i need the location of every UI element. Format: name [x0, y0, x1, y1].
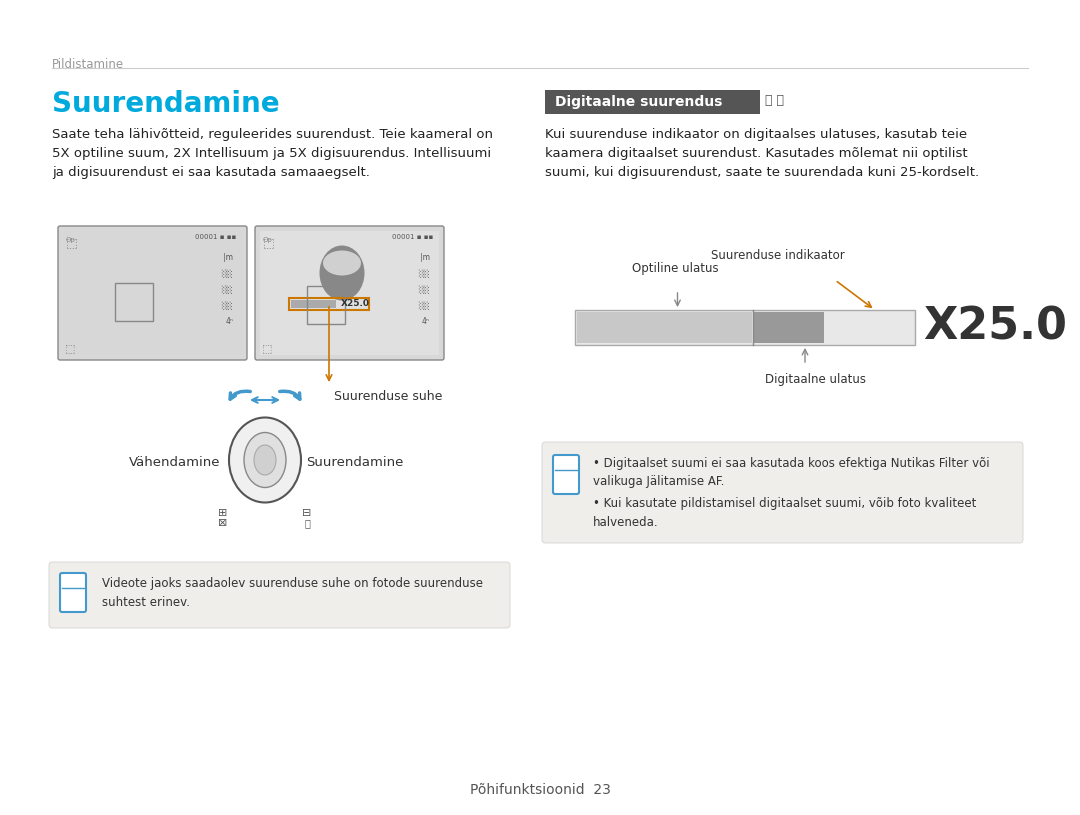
Text: 4ⁿ: 4ⁿ — [422, 317, 430, 326]
Text: Saate teha lähivõtteid, reguleerides suurendust. Teie kaameral on
5X optiline su: Saate teha lähivõtteid, reguleerides suu… — [52, 128, 492, 179]
Bar — [575, 310, 915, 345]
Text: Optiline ulatus: Optiline ulatus — [633, 262, 719, 275]
Text: Suurendamine: Suurendamine — [52, 90, 280, 118]
Text: |m: |m — [420, 253, 430, 262]
Text: 00001 ▪ ▪▪: 00001 ▪ ▪▪ — [392, 234, 433, 240]
FancyBboxPatch shape — [553, 455, 579, 494]
Text: X25.0: X25.0 — [341, 299, 370, 308]
Text: ⊟: ⊟ — [302, 508, 312, 518]
Text: Põhifunktsioonid  23: Põhifunktsioonid 23 — [470, 783, 610, 797]
Ellipse shape — [320, 245, 365, 301]
Bar — [291, 300, 336, 308]
Ellipse shape — [244, 433, 286, 487]
Text: ⊠: ⊠ — [218, 518, 228, 528]
Bar — [114, 283, 153, 321]
Text: Kui suurenduse indikaator on digitaalses ulatuses, kasutab teie
kaamera digitaal: Kui suurenduse indikaator on digitaalses… — [545, 128, 980, 179]
Text: X25.0: X25.0 — [923, 306, 1067, 349]
Ellipse shape — [254, 445, 276, 475]
Ellipse shape — [229, 417, 301, 503]
Text: Suurenduse indikaator: Suurenduse indikaator — [712, 249, 845, 262]
Text: Op: Op — [264, 237, 273, 243]
FancyBboxPatch shape — [49, 562, 510, 628]
Text: ⬚: ⬚ — [264, 236, 274, 249]
Text: ⊞: ⊞ — [218, 508, 228, 518]
FancyBboxPatch shape — [58, 226, 247, 360]
Text: • Kui kasutate pildistamisel digitaalset suumi, võib foto kvaliteet
halveneda.: • Kui kasutate pildistamisel digitaalset… — [593, 497, 976, 528]
Text: ░░: ░░ — [221, 269, 233, 278]
Text: ⬚: ⬚ — [262, 343, 272, 353]
Text: ░░: ░░ — [221, 285, 233, 294]
FancyBboxPatch shape — [542, 442, 1023, 543]
Text: ⬚: ⬚ — [65, 343, 76, 353]
Bar — [289, 298, 369, 310]
Text: Digitaalne ulatus: Digitaalne ulatus — [765, 373, 866, 386]
Text: 00001 ▪ ▪▪: 00001 ▪ ▪▪ — [195, 234, 237, 240]
Text: ░░: ░░ — [418, 301, 430, 310]
Text: Digitaalne suurendus: Digitaalne suurendus — [555, 95, 723, 109]
Bar — [63, 231, 242, 355]
Bar — [63, 231, 242, 355]
Text: Vähendamine: Vähendamine — [130, 456, 220, 469]
FancyBboxPatch shape — [60, 573, 86, 612]
FancyBboxPatch shape — [255, 226, 444, 360]
Text: 🔍: 🔍 — [305, 518, 310, 528]
Text: ⬚: ⬚ — [66, 236, 78, 249]
Text: Op: Op — [66, 237, 76, 243]
Bar — [545, 90, 760, 114]
Text: Videote jaoks saadaolev suurenduse suhe on fotode suurenduse
suhtest erinev.: Videote jaoks saadaolev suurenduse suhe … — [102, 577, 483, 609]
Text: 4ⁿ: 4ⁿ — [225, 317, 233, 326]
Bar — [260, 231, 438, 355]
Text: Suurendamine: Suurendamine — [307, 456, 404, 469]
Text: 📷 🎬: 📷 🎬 — [765, 94, 784, 107]
Bar — [577, 312, 752, 343]
Bar — [754, 312, 824, 343]
Text: ░░: ░░ — [221, 301, 233, 310]
Text: Pildistamine: Pildistamine — [52, 58, 124, 71]
Bar — [307, 286, 345, 324]
Text: Suurenduse suhe: Suurenduse suhe — [334, 390, 443, 403]
Text: |m: |m — [222, 253, 233, 262]
Ellipse shape — [323, 250, 361, 275]
Text: ░░: ░░ — [418, 285, 430, 294]
Text: ░░: ░░ — [418, 269, 430, 278]
Text: • Digitaalset suumi ei saa kasutada koos efektiga Nutikas Filter või
valikuga Jä: • Digitaalset suumi ei saa kasutada koos… — [593, 457, 989, 488]
